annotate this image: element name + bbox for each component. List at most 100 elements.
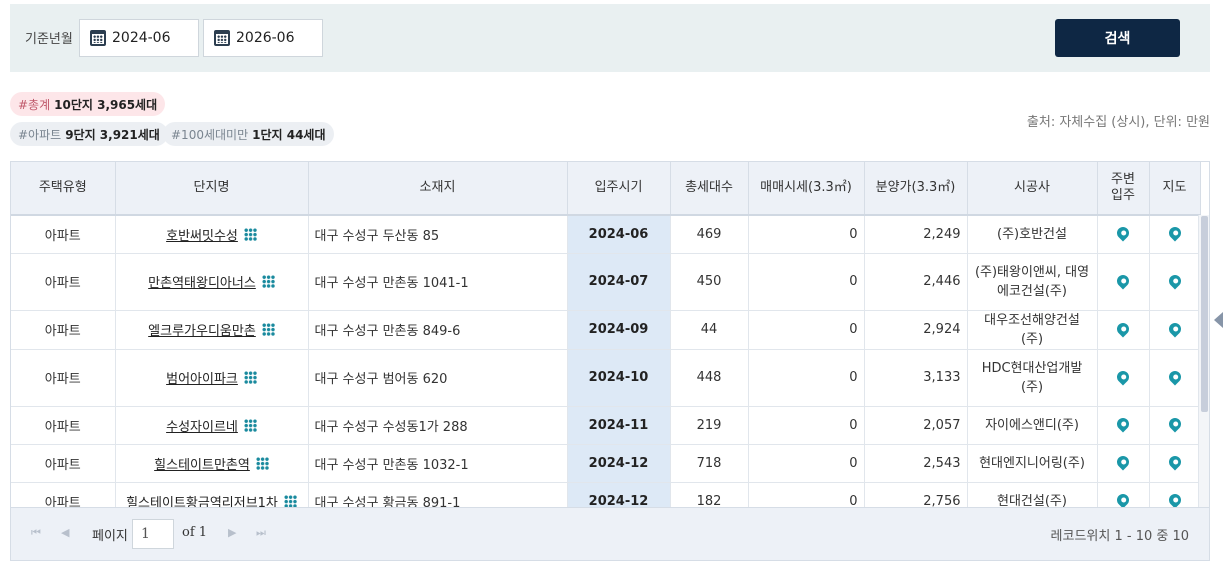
complex-detail-icon[interactable] (261, 323, 275, 336)
cell-units: 219 (670, 406, 749, 445)
map-pin-icon[interactable] (1114, 453, 1132, 471)
source-note: 출처: 자체수집 (상시), 단위: 만원 (1026, 115, 1210, 130)
cell-complex-name: 호반써밋수성 (115, 215, 309, 254)
cell-type: 아파트 (11, 406, 116, 445)
side-panel-toggle-icon[interactable] (1214, 312, 1223, 328)
col-header-builder[interactable]: 시공사 (967, 162, 1098, 216)
map-pin-icon[interactable] (1166, 272, 1183, 289)
table-row[interactable]: 아파트 범어아이파크 대구 수성구 범어동 620 2024-10 448 0 3,133 H… (11, 349, 1201, 407)
cell-type: 아파트 (11, 444, 116, 483)
start-month-input[interactable]: 2024-06 (79, 19, 199, 57)
table-row[interactable]: 아파트 힐스테이트만촌역 대구 수성구 만촌동 1032-1 2024-12 718 0 2… (11, 444, 1201, 483)
apartment-tag-value: 9단지 3,921세대 (65, 127, 160, 142)
map-pin-icon[interactable] (1114, 224, 1132, 242)
map-pin-icon[interactable] (1114, 368, 1132, 385)
map-pin-icon[interactable] (1166, 491, 1183, 509)
col-header-units[interactable]: 총세대수 (670, 162, 749, 216)
next-page-icon[interactable]: ▶ (228, 526, 237, 539)
cell-builder: (주)태왕이앤씨, 대영에코건설(주) (967, 253, 1098, 311)
map-pin-icon[interactable] (1166, 224, 1183, 242)
map-pin-icon[interactable] (1166, 320, 1183, 337)
cell-builder: 자이에스앤디(주) (967, 406, 1098, 445)
map-pin-icon[interactable] (1114, 491, 1132, 509)
first-page-icon[interactable]: ⏮ (31, 526, 41, 539)
cell-type: 아파트 (11, 253, 116, 311)
cell-map (1149, 215, 1201, 254)
complex-detail-icon[interactable] (283, 494, 297, 508)
cell-units: 718 (670, 444, 749, 483)
complex-detail-icon[interactable] (243, 227, 257, 241)
total-tag-value: 10단지 3,965세대 (54, 97, 158, 112)
col-header-nearby[interactable]: 주변 입주 (1097, 162, 1150, 216)
end-month-input[interactable]: 2026-06 (203, 19, 323, 57)
cell-complex-name: 범어아이파크 (115, 349, 309, 407)
cell-units: 448 (670, 349, 749, 407)
cell-move-in: 2024-10 (567, 349, 671, 407)
cell-map (1149, 253, 1201, 311)
page-total-label: of 1 (182, 525, 208, 540)
end-month-value: 2026-06 (236, 30, 295, 46)
complex-name-link[interactable]: 힐스테이트황금역리저브1차 (126, 495, 278, 511)
col-header-move-in[interactable]: 입주시기 (567, 162, 671, 216)
complex-name-link[interactable]: 만촌역태왕디아너스 (148, 276, 256, 291)
cell-address: 대구 수성구 만촌동 1032-1 (308, 444, 568, 483)
complex-name-link[interactable]: 호반써밋수성 (166, 228, 238, 244)
small-complex-tag-key: #100세대미만 (171, 127, 249, 142)
cell-trade-price: 0 (748, 310, 865, 350)
cell-address: 대구 수성구 범어동 620 (308, 349, 568, 407)
complex-detail-icon[interactable] (243, 418, 257, 432)
cell-move-in: 2024-12 (567, 444, 671, 483)
total-tag: #총계 10단지 3,965세대 (10, 92, 166, 116)
map-pin-icon[interactable] (1114, 415, 1132, 433)
calendar-icon[interactable] (90, 30, 106, 46)
cell-sale-price: 2,446 (864, 253, 968, 311)
small-complex-tag: #100세대미만 1단지 44세대 (163, 122, 334, 146)
col-header-name[interactable]: 단지명 (115, 162, 309, 216)
map-pin-icon[interactable] (1114, 320, 1132, 337)
map-pin-icon[interactable] (1166, 415, 1183, 433)
table-row[interactable]: 아파트 호반써밋수성 대구 수성구 두산동 85 2024-06 469 0 2,249 (주… (11, 215, 1201, 254)
col-header-trade-price[interactable]: 매매시세(3.3㎡) (748, 162, 865, 216)
complex-name-link[interactable]: 수성자이르네 (166, 419, 238, 435)
col-header-map[interactable]: 지도 (1149, 162, 1201, 216)
table-header-row: 주택유형 단지명 소재지 입주시기 총세대수 매매시세(3.3㎡) 분양가(3.… (11, 162, 1201, 216)
map-pin-icon[interactable] (1114, 272, 1132, 289)
cell-units: 44 (670, 310, 749, 350)
search-button[interactable]: 검색 (1055, 19, 1180, 57)
col-header-address[interactable]: 소재지 (308, 162, 568, 216)
base-month-label: 기준년월 (25, 32, 73, 47)
col-header-type[interactable]: 주택유형 (11, 162, 116, 216)
cell-nearby (1097, 253, 1150, 311)
last-page-icon[interactable]: ⏭ (256, 526, 266, 539)
complex-name-link[interactable]: 힐스테이트만촌역 (154, 457, 250, 473)
complex-detail-icon[interactable] (255, 456, 269, 470)
table-row[interactable]: 아파트 만촌역태왕디아너스 대구 수성구 만촌동 1041-1 2024-07 450 0… (11, 253, 1201, 311)
scrollbar-thumb[interactable] (1201, 216, 1208, 412)
cell-trade-price: 0 (748, 444, 865, 483)
complex-name-link[interactable]: 범어아이파크 (166, 372, 238, 387)
vertical-scrollbar[interactable] (1198, 215, 1209, 508)
map-pin-icon[interactable] (1166, 368, 1183, 385)
prev-page-icon[interactable]: ◀ (61, 526, 70, 539)
cell-nearby (1097, 215, 1150, 254)
apartment-tag-key: #아파트 (18, 127, 62, 142)
complex-detail-icon[interactable] (261, 275, 275, 288)
cell-builder: 현대엔지니어링(주) (967, 444, 1098, 483)
cell-map (1149, 310, 1201, 350)
complex-grid: 주택유형 단지명 소재지 입주시기 총세대수 매매시세(3.3㎡) 분양가(3.… (10, 161, 1210, 561)
small-complex-tag-value: 1단지 44세대 (252, 127, 326, 142)
table-row[interactable]: 아파트 엘크루가우디움만촌 대구 수성구 만촌동 849-6 2024-09 44 0 2,… (11, 310, 1201, 350)
complex-name-link[interactable]: 엘크루가우디움만촌 (148, 324, 256, 339)
apartment-tag: #아파트 9단지 3,921세대 (10, 122, 168, 146)
table-row[interactable]: 아파트 수성자이르네 대구 수성구 수성동1가 288 2024-11 219 0 2,05… (11, 406, 1201, 445)
cell-trade-price: 0 (748, 349, 865, 407)
cell-address: 대구 수성구 만촌동 1041-1 (308, 253, 568, 311)
col-header-sale-price[interactable]: 분양가(3.3㎡) (864, 162, 968, 216)
start-month-value: 2024-06 (112, 30, 171, 46)
calendar-icon[interactable] (214, 30, 230, 46)
cell-complex-name: 힐스테이트만촌역 (115, 444, 309, 483)
complex-detail-icon[interactable] (243, 371, 257, 384)
map-pin-icon[interactable] (1166, 453, 1183, 471)
cell-map (1149, 406, 1201, 445)
page-number-input[interactable]: 1 (132, 519, 174, 549)
